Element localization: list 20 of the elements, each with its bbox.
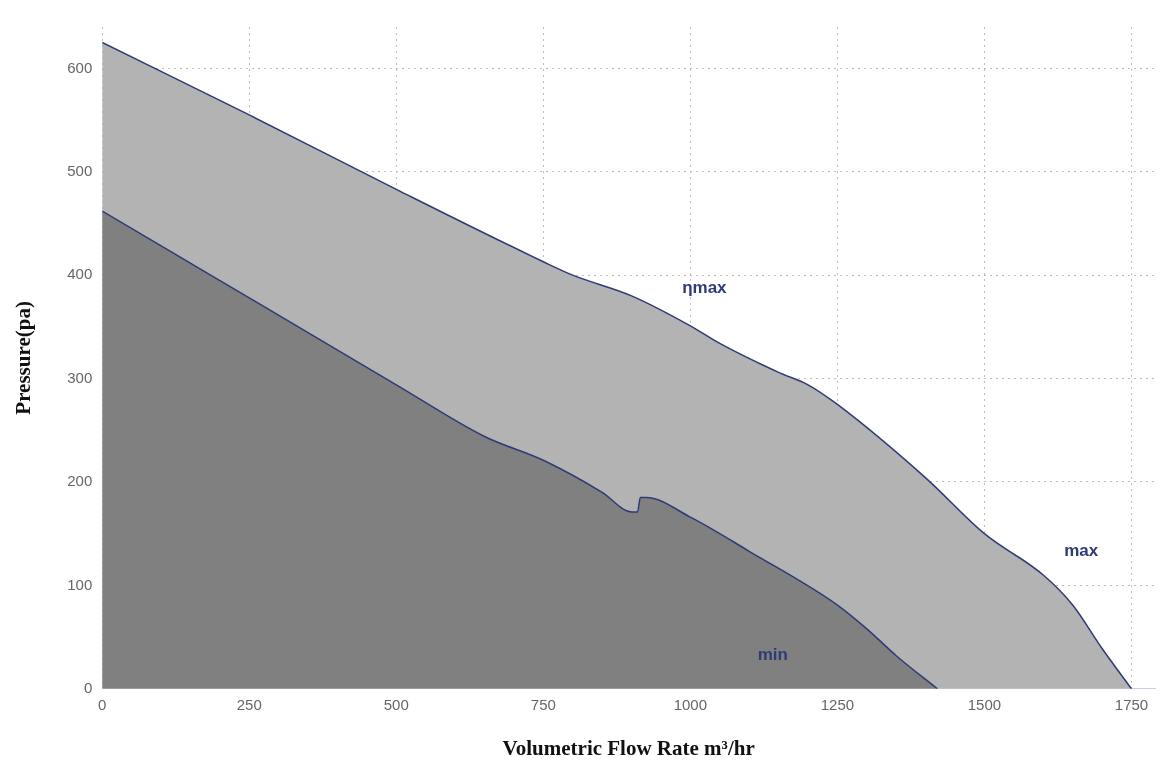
y-tick-label: 200 bbox=[67, 472, 93, 490]
x-tick-label: 0 bbox=[98, 695, 107, 713]
annotation: max bbox=[1064, 540, 1099, 560]
x-tick-label: 250 bbox=[236, 695, 262, 713]
x-tick-label: 1250 bbox=[820, 695, 855, 713]
x-tick-label: 1000 bbox=[673, 695, 708, 713]
y-tick-label: 0 bbox=[83, 678, 93, 696]
annotation: min bbox=[757, 645, 788, 665]
x-tick-label: 500 bbox=[383, 695, 409, 713]
y-tick-label: 400 bbox=[67, 265, 93, 283]
y-tick-label: 100 bbox=[67, 575, 93, 593]
y-axis-title: Pressure(pa) bbox=[11, 301, 36, 415]
annotation: ηmax bbox=[682, 277, 728, 297]
x-axis-title: Volumetric Flow Rate m³/hr bbox=[502, 735, 755, 760]
y-tick-label: 500 bbox=[67, 161, 93, 179]
y-tick-label: 600 bbox=[67, 58, 93, 76]
x-tick-label: 1500 bbox=[967, 695, 1002, 713]
x-tick-label: 1750 bbox=[1114, 695, 1149, 713]
y-tick-label: 300 bbox=[67, 368, 93, 386]
x-tick-label: 750 bbox=[530, 695, 556, 713]
